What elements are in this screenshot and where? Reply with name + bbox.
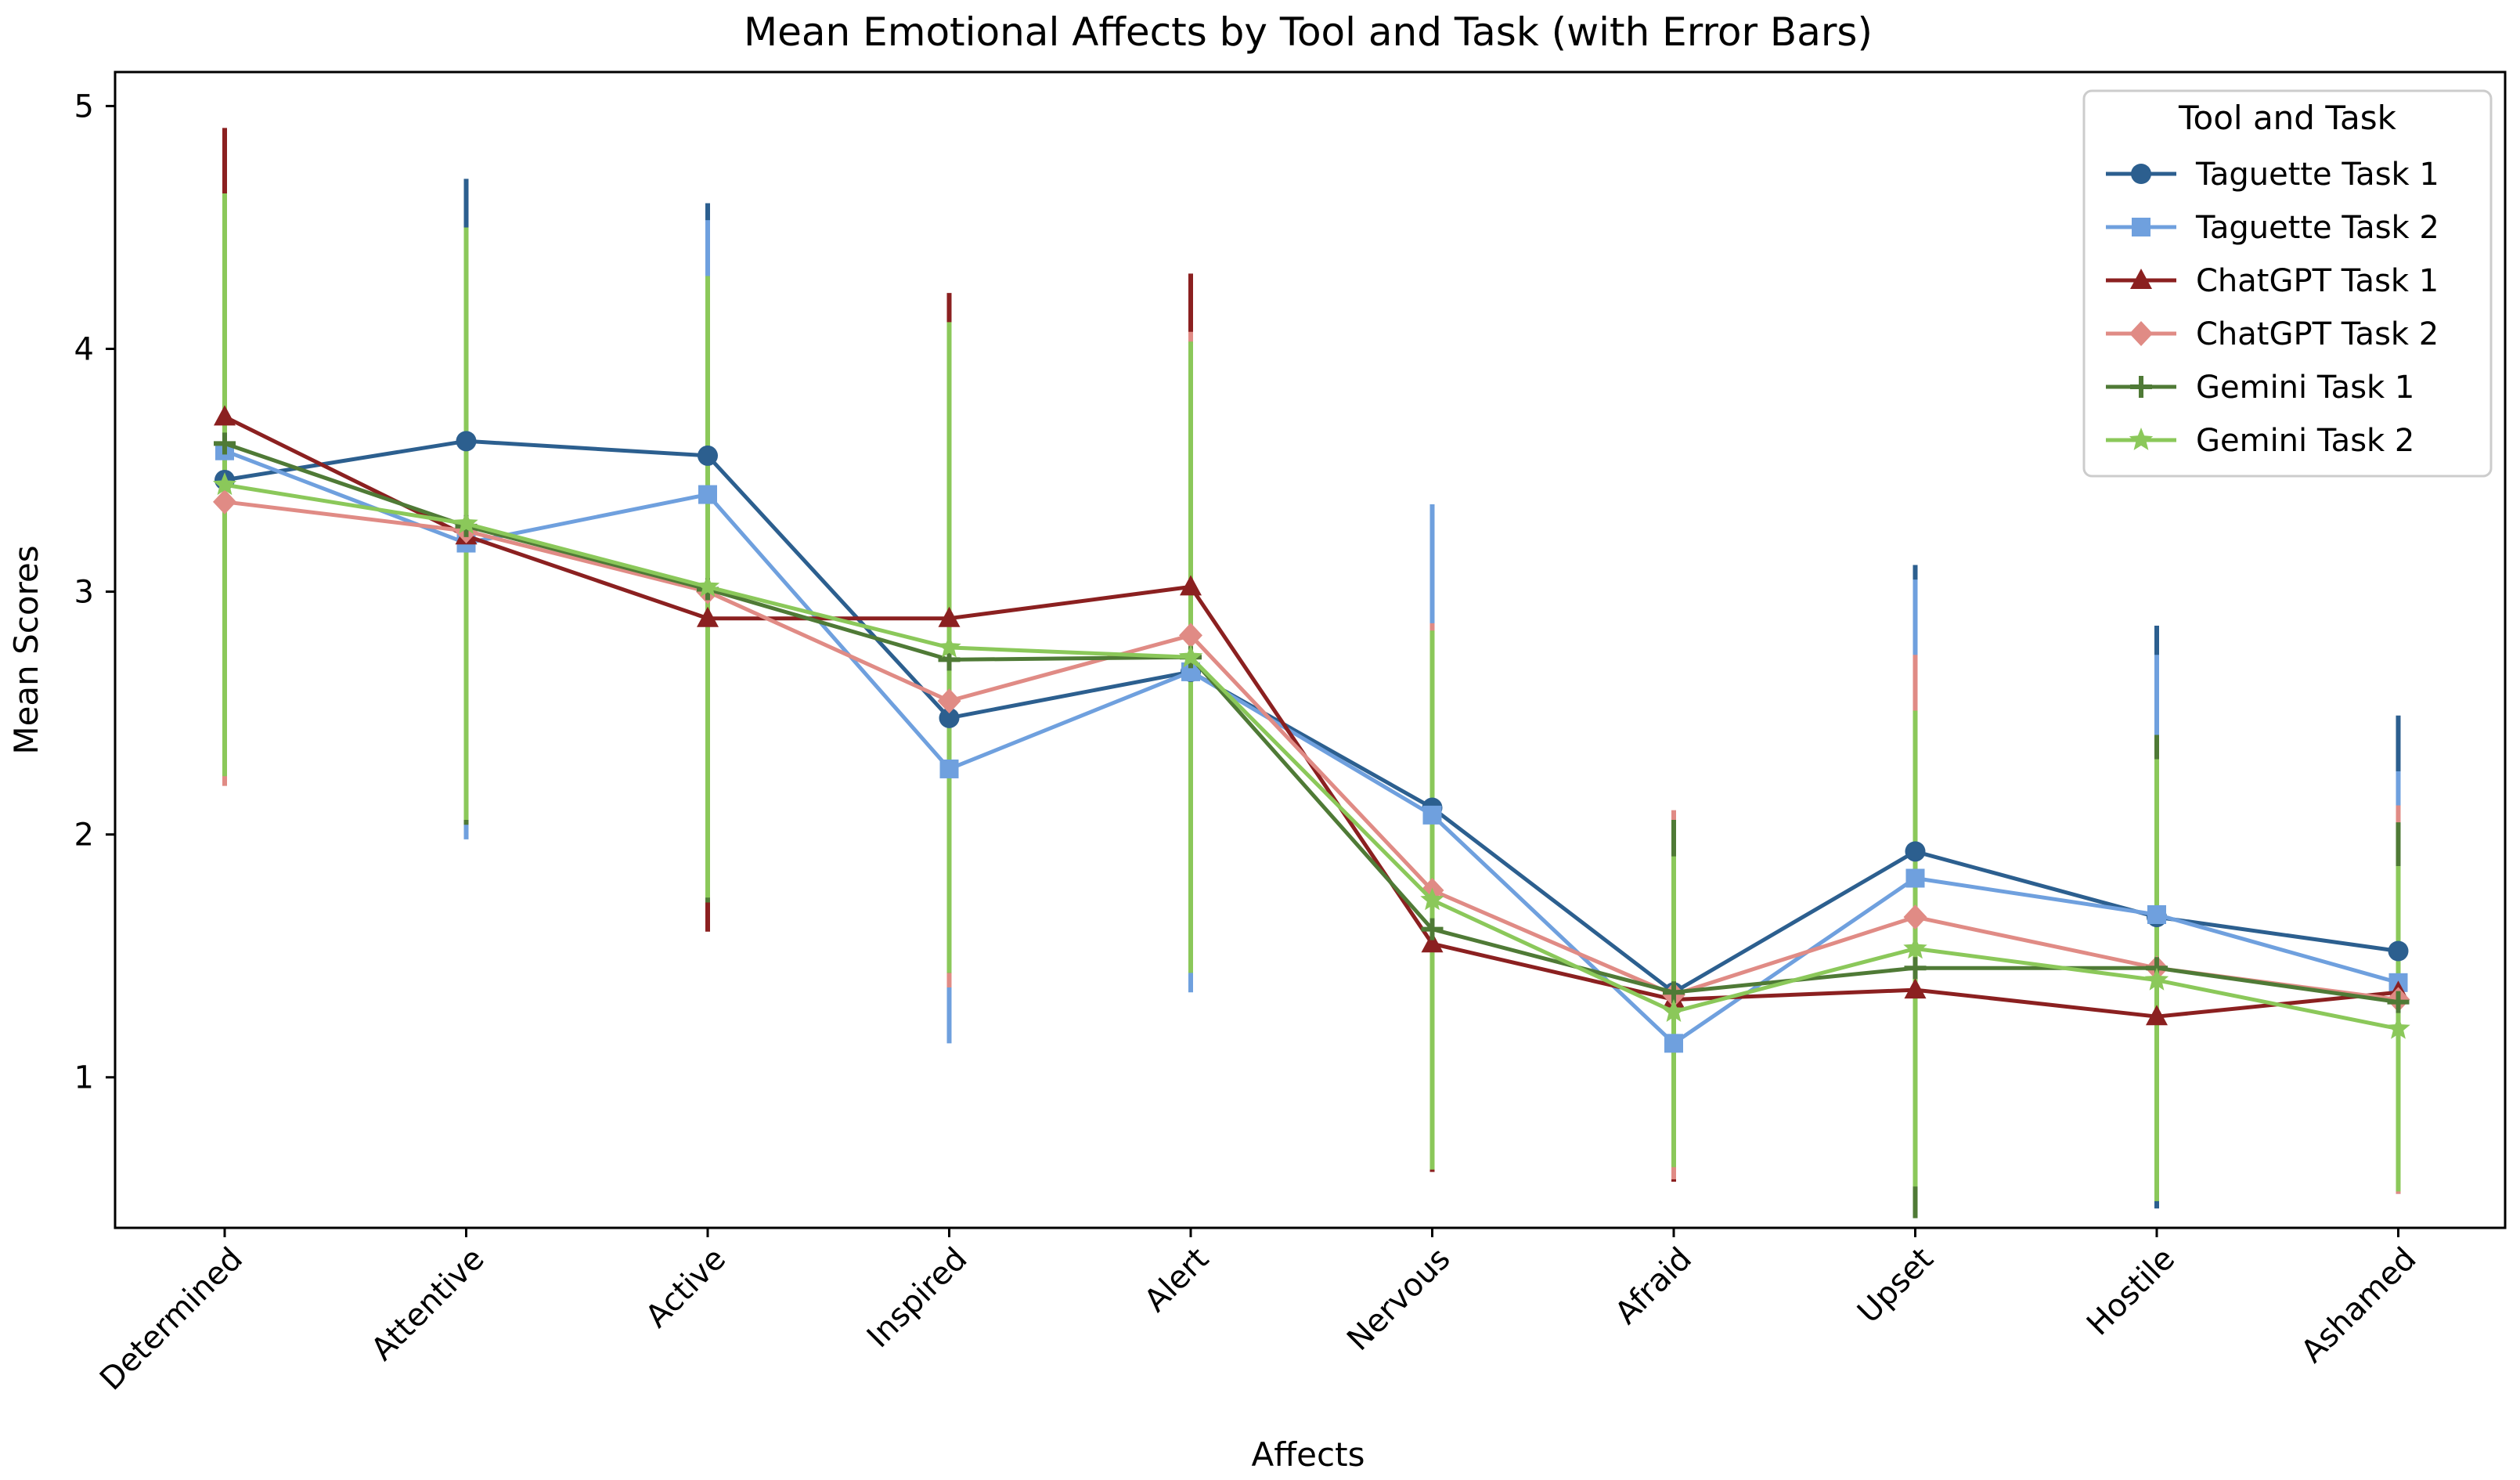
data-point	[698, 446, 718, 466]
y-axis-label: Mean Scores	[7, 545, 45, 754]
legend-label: ChatGPT Task 2	[2196, 316, 2439, 352]
line-chart: Mean Emotional Affects by Tool and Task …	[0, 0, 2520, 1480]
legend-label: Gemini Task 1	[2196, 370, 2414, 406]
x-axis-label: Affects	[1252, 1435, 1365, 1474]
y-tick-label: 3	[74, 575, 94, 611]
y-tick-label: 4	[74, 331, 94, 367]
legend-title: Tool and Task	[2178, 99, 2397, 137]
data-point	[2388, 941, 2409, 962]
y-tick-label: 1	[74, 1060, 94, 1096]
legend-marker	[2131, 164, 2151, 184]
data-point	[1905, 841, 1926, 861]
legend-label: Gemini Task 2	[2196, 423, 2414, 459]
legend-label: Taguette Task 1	[2195, 157, 2439, 193]
data-point	[940, 760, 959, 778]
y-tick-label: 2	[74, 818, 94, 854]
data-point	[1664, 1034, 1683, 1052]
data-point	[1423, 806, 1442, 825]
legend-label: ChatGPT Task 1	[2196, 263, 2439, 299]
data-point	[1906, 868, 1925, 887]
chart-title: Mean Emotional Affects by Tool and Task …	[744, 9, 1873, 55]
data-point	[2147, 905, 2166, 924]
y-tick-label: 5	[74, 88, 94, 125]
legend: Tool and Task Taguette Task 1 Taguette Ta…	[2084, 91, 2491, 476]
data-point	[456, 431, 477, 451]
legend-label: Taguette Task 2	[2195, 210, 2439, 246]
legend-marker	[2132, 218, 2150, 236]
data-point	[698, 486, 717, 504]
